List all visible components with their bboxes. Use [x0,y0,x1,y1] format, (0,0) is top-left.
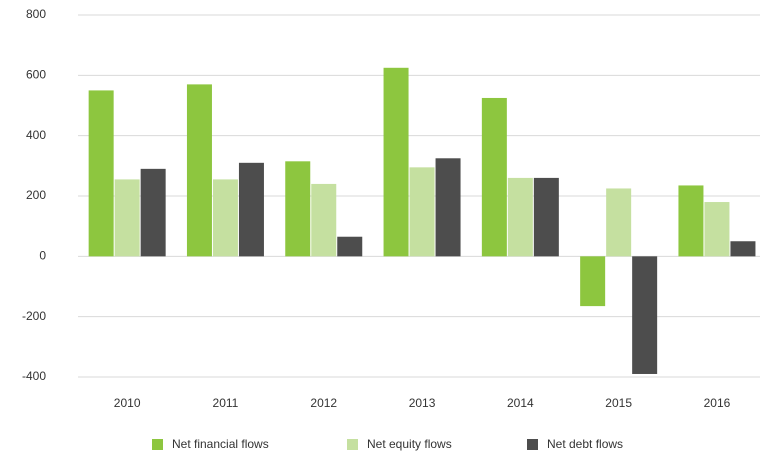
y-tick-label: 200 [26,188,46,202]
legend-label: Net debt flows [547,437,623,451]
legend-swatch [152,439,163,450]
x-tick-label: 2014 [507,396,534,410]
bar [383,67,409,257]
bar [678,185,704,257]
y-tick-label: -200 [22,309,46,323]
bar [311,183,337,257]
bar [704,202,730,257]
bar [114,179,140,257]
bar [212,179,238,257]
x-tick-label: 2015 [605,396,632,410]
legend-label: Net equity flows [367,437,452,451]
legend-swatch [527,439,538,450]
x-tick-label: 2013 [409,396,436,410]
bar [88,90,114,257]
bar [632,256,658,374]
y-tick-label: 800 [26,7,46,21]
y-tick-label: 400 [26,128,46,142]
bar [533,177,559,257]
bar [238,162,264,257]
bar [285,161,311,257]
x-tick-label: 2010 [114,396,141,410]
bar [337,236,363,257]
bar [507,177,533,257]
y-tick-label: 0 [39,249,46,263]
bar [435,158,461,257]
bar [730,241,756,257]
y-tick-label: -400 [22,369,46,383]
legend-swatch [347,439,358,450]
legend-label: Net financial flows [172,437,269,451]
bar [140,168,166,257]
bar [409,167,435,257]
bar [606,188,632,257]
y-tick-label: 600 [26,68,46,82]
x-tick-label: 2016 [704,396,731,410]
x-tick-label: 2011 [213,396,239,410]
bar [186,84,212,257]
x-tick-label: 2012 [310,396,337,410]
bar [580,256,606,307]
bar [481,97,507,257]
